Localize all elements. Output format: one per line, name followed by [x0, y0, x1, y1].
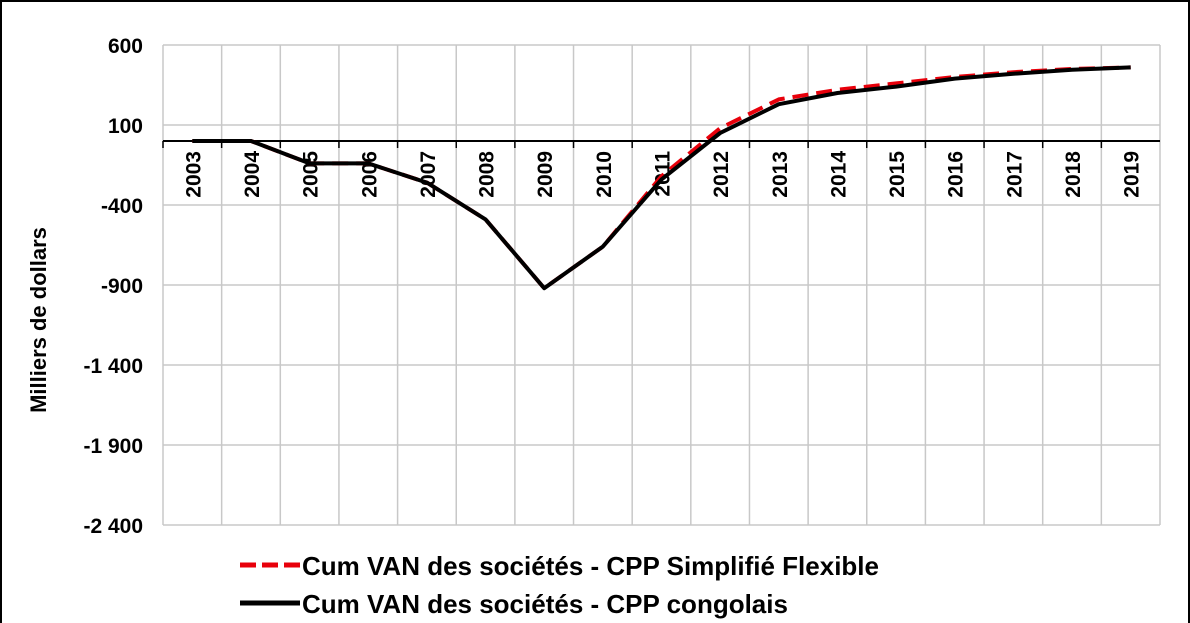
y-tick-label: 100: [108, 115, 143, 138]
x-tick-label: 2015: [886, 151, 909, 198]
legend-label: Cum VAN des sociétés - CPP congolais: [302, 589, 788, 619]
legend-label: Cum VAN des sociétés - CPP Simplifié Fle…: [302, 551, 879, 581]
y-tick-label: -2 400: [83, 515, 143, 538]
x-tick-label: 2004: [241, 151, 264, 198]
x-tick-label: 2012: [710, 151, 733, 198]
x-tick-label: 2010: [593, 151, 616, 198]
y-tick-label: -1 900: [83, 435, 143, 458]
y-axis-title: Milliers de dollars: [26, 227, 51, 413]
x-tick-label: 2008: [476, 151, 499, 198]
x-tick-label: 2019: [1121, 151, 1144, 198]
x-tick-label: 2005: [300, 151, 323, 198]
y-tick-label: 600: [108, 35, 143, 58]
x-tick-label: 2003: [182, 151, 205, 198]
y-tick-label: -400: [101, 195, 143, 218]
series-line: [192, 65, 1131, 291]
x-tick-label: 2017: [1003, 151, 1026, 198]
x-tick-label: 2014: [827, 151, 850, 198]
y-tick-label: -1 400: [83, 355, 143, 378]
x-tick-label: 2009: [534, 151, 557, 198]
x-tick-label: 2006: [358, 151, 381, 198]
y-tick-label: -900: [101, 275, 143, 298]
x-tick-label: 2013: [769, 151, 792, 198]
x-tick-label: 2018: [1062, 151, 1085, 198]
x-tick-label: 2016: [945, 151, 968, 198]
